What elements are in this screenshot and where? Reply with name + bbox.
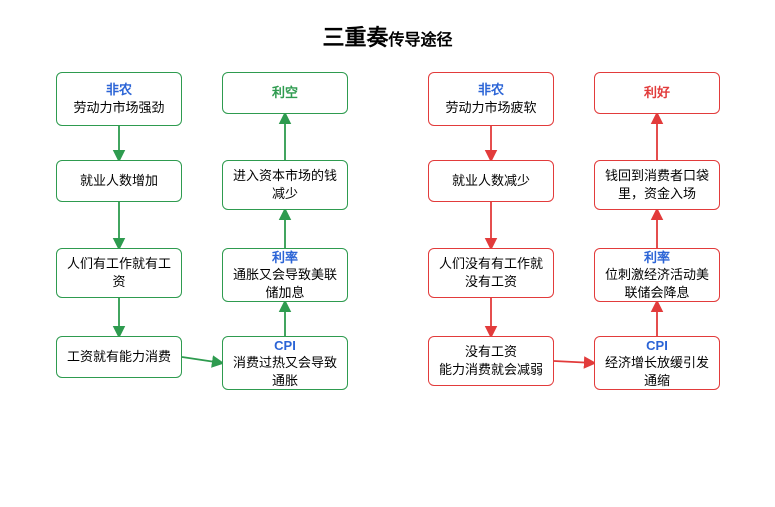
flowchart-node: CPI消费过热又会导致通胀 bbox=[222, 336, 348, 390]
node-text: 劳动力市场强劲 bbox=[73, 99, 164, 117]
flowchart-node: 利率位刺激经济活动美联储会降息 bbox=[594, 248, 720, 302]
flowchart-node: 非农劳动力市场强劲 bbox=[56, 72, 182, 126]
diagram-title: 三重奏传导途径 bbox=[0, 20, 775, 52]
node-text: 进入资本市场的钱减少 bbox=[229, 167, 341, 202]
flowchart-node: 人们没有有工作就没有工资 bbox=[428, 248, 554, 298]
node-tag: 非农 bbox=[106, 81, 132, 99]
flowchart-node: 非农劳动力市场疲软 bbox=[428, 72, 554, 126]
node-text: 没有工资能力消费就会减弱 bbox=[439, 343, 543, 378]
flowchart-node: 没有工资能力消费就会减弱 bbox=[428, 336, 554, 386]
node-text: 通胀又会导致美联储加息 bbox=[229, 266, 341, 301]
node-tag: CPI bbox=[646, 337, 668, 355]
node-tag: 利好 bbox=[644, 84, 670, 102]
flowchart-node: CPI经济增长放缓引发通缩 bbox=[594, 336, 720, 390]
flowchart-node: 利空 bbox=[222, 72, 348, 114]
node-text: 就业人数减少 bbox=[452, 172, 530, 190]
flowchart-node: 进入资本市场的钱减少 bbox=[222, 160, 348, 210]
flowchart-node: 钱回到消费者口袋里，资金入场 bbox=[594, 160, 720, 210]
flowchart-node: 利率通胀又会导致美联储加息 bbox=[222, 248, 348, 302]
arrow bbox=[182, 357, 222, 363]
title-main: 三重奏 bbox=[322, 25, 388, 50]
node-text: 钱回到消费者口袋里，资金入场 bbox=[601, 167, 713, 202]
node-text: 消费过热又会导致通胀 bbox=[229, 354, 341, 389]
title-sub: 传导途径 bbox=[389, 32, 453, 49]
node-text: 劳动力市场疲软 bbox=[445, 99, 536, 117]
flowchart-node: 利好 bbox=[594, 72, 720, 114]
flowchart-node: 人们有工作就有工资 bbox=[56, 248, 182, 298]
node-tag: 利率 bbox=[272, 249, 298, 267]
node-tag: 利率 bbox=[644, 249, 670, 267]
arrow bbox=[554, 361, 594, 363]
node-text: 人们有工作就有工资 bbox=[63, 255, 175, 290]
node-text: 经济增长放缓引发通缩 bbox=[601, 354, 713, 389]
node-text: 人们没有有工作就没有工资 bbox=[435, 255, 547, 290]
node-tag: 非农 bbox=[478, 81, 504, 99]
flowchart-node: 工资就有能力消费 bbox=[56, 336, 182, 378]
flowchart-node: 就业人数减少 bbox=[428, 160, 554, 202]
node-tag: CPI bbox=[274, 337, 296, 355]
node-text: 位刺激经济活动美联储会降息 bbox=[601, 266, 713, 301]
node-text: 工资就有能力消费 bbox=[67, 348, 171, 366]
node-tag: 利空 bbox=[272, 84, 298, 102]
flowchart-node: 就业人数增加 bbox=[56, 160, 182, 202]
node-text: 就业人数增加 bbox=[80, 172, 158, 190]
